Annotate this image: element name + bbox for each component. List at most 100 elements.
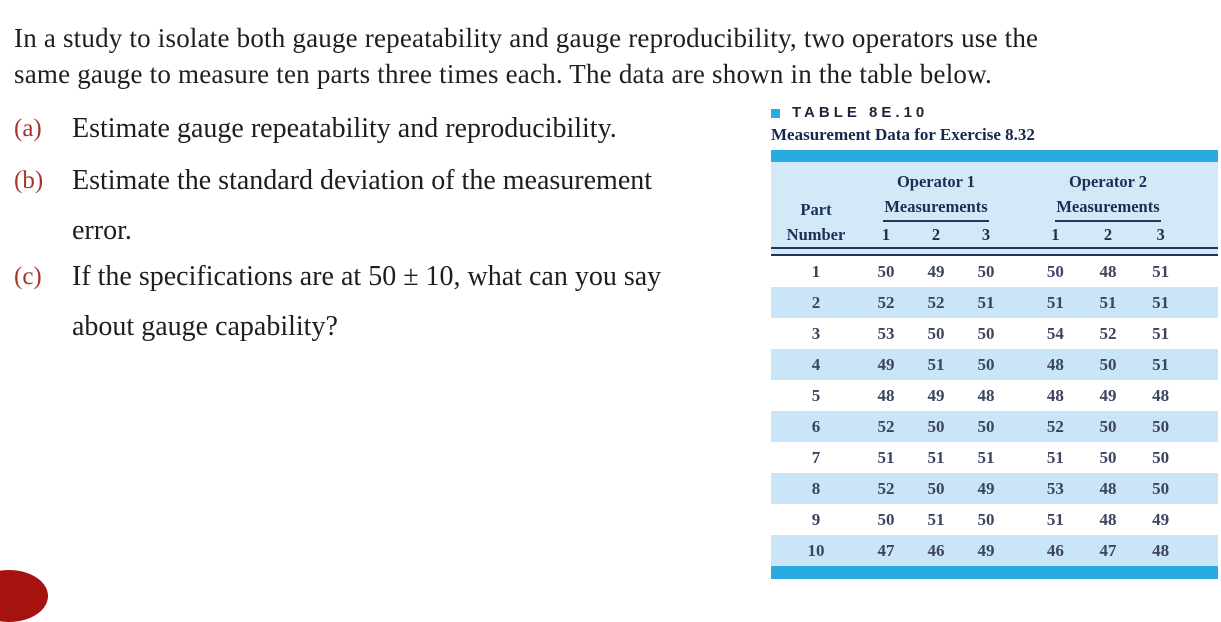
measurement-cell: 50 (977, 354, 995, 374)
part-number-cell: 10 (807, 540, 825, 560)
table-row: 2 52 52 51 51 51 51 (771, 287, 1218, 318)
part-number-cell: 2 (811, 292, 821, 312)
table-row: 1 50 49 50 50 48 51 (771, 256, 1218, 287)
table-row: 4 49 51 50 48 50 51 (771, 349, 1218, 380)
operator-2-cells: 51 50 50 (1029, 448, 1187, 468)
table-row: 5 48 49 48 48 49 48 (771, 380, 1218, 411)
measurement-cell: 49 (1152, 509, 1170, 529)
part-number-cell: 6 (811, 416, 821, 436)
operator-1-cells: 52 50 49 (861, 479, 1011, 499)
measurement-cell: 48 (1099, 509, 1117, 529)
measurement-cell: 52 (1099, 323, 1117, 343)
measurement-cell: 51 (977, 447, 995, 467)
operator-1-cells: 48 49 48 (861, 386, 1011, 406)
measurement-cell: 52 (927, 292, 945, 312)
measurement-cell: 50 (977, 509, 995, 529)
measurement-cell: 50 (1099, 447, 1117, 467)
measurement-cell: 50 (977, 416, 995, 436)
table-row: 8 52 50 49 53 48 50 (771, 473, 1218, 504)
measurement-cell: 50 (877, 509, 895, 529)
operator-1-subtitle: Measurements (883, 195, 989, 222)
red-circle-decoration (0, 570, 48, 622)
operator-1-cells: 52 50 50 (861, 417, 1011, 437)
part-number-cell: 8 (811, 478, 821, 498)
measurement-cell: 50 (927, 323, 945, 343)
measurement-cell: 52 (877, 292, 895, 312)
header-double-rule (771, 247, 1218, 256)
measurement-cell: 48 (877, 385, 895, 405)
question-c-text-line-1: If the specifications are at 50 ± 10, wh… (72, 261, 662, 292)
measurement-cell: 50 (1152, 447, 1170, 467)
question-a-text: Estimate gauge repeatability and reprodu… (72, 113, 617, 144)
operator-2-cells: 52 50 50 (1029, 417, 1187, 437)
part-number-cell: 5 (811, 385, 821, 405)
measurement-cell: 52 (1046, 416, 1064, 436)
table-label-row: TABLE 8E.10 (771, 104, 1218, 121)
operator-1-cells: 50 49 50 (861, 262, 1011, 282)
measurement-cell: 52 (877, 478, 895, 498)
measurement-cell: 49 (927, 385, 945, 405)
measurement-cell: 51 (927, 354, 945, 374)
operator-2-cells: 48 49 48 (1029, 386, 1187, 406)
measurement-cell: 50 (927, 416, 945, 436)
question-c: (c) If the specifications are at 50 ± 10… (14, 252, 661, 352)
measurement-table: TABLE 8E.10 Measurement Data for Exercis… (771, 104, 1218, 579)
question-a: (a) Estimate gauge repeatability and rep… (14, 104, 617, 154)
operator-1-title: Operator 1 (896, 172, 976, 191)
measurement-cell: 49 (1099, 385, 1117, 405)
measurement-cell: 51 (927, 509, 945, 529)
operator-2-cells: 51 48 49 (1029, 510, 1187, 530)
part-number-header: Part Number (771, 197, 861, 247)
table-row: 3 53 50 50 54 52 51 (771, 318, 1218, 349)
measurement-cell: 51 (877, 447, 895, 467)
operator-1-col-3: 3 (981, 225, 991, 244)
question-b-marker: (b) (14, 167, 44, 194)
measurement-cell: 50 (1099, 416, 1117, 436)
operator-2-cells: 50 48 51 (1029, 262, 1187, 282)
table-grid: Part Number Operator 1 Measurements 1 2 … (771, 150, 1218, 579)
operator-2-title: Operator 2 (1068, 172, 1148, 191)
measurement-cell: 48 (1152, 540, 1170, 560)
operator-1-cells: 52 52 51 (861, 293, 1011, 313)
part-number-cell: 4 (811, 354, 821, 374)
measurement-cell: 50 (877, 261, 895, 281)
table-top-bar (771, 150, 1218, 162)
measurement-cell: 49 (877, 354, 895, 374)
operator-1-col-2: 2 (931, 225, 941, 244)
operator-2-cells: 48 50 51 (1029, 355, 1187, 375)
operator-1-cells: 51 51 51 (861, 448, 1011, 468)
operator-1-column-numbers: 1 2 3 (861, 222, 1011, 247)
operator-2-cells: 53 48 50 (1029, 479, 1187, 499)
question-b: (b) Estimate the standard deviation of t… (14, 156, 652, 256)
square-bullet-icon (771, 109, 780, 118)
question-b-text-line-2: error. (72, 215, 132, 246)
measurement-cell: 51 (927, 447, 945, 467)
measurement-cell: 51 (1046, 447, 1064, 467)
question-b-text-line-1: Estimate the standard deviation of the m… (72, 165, 653, 196)
measurement-cell: 54 (1046, 323, 1064, 343)
table-caption: Measurement Data for Exercise 8.32 (771, 125, 1035, 144)
operator-2-subtitle: Measurements (1055, 195, 1161, 222)
measurement-cell: 50 (1099, 354, 1117, 374)
table-label: TABLE 8E.10 (792, 104, 929, 121)
operator-1-cells: 50 51 50 (861, 510, 1011, 530)
operator-2-col-2: 2 (1103, 225, 1113, 244)
measurement-cell: 53 (877, 323, 895, 343)
operator-2-header-group: Operator 2 Measurements 1 2 3 (1029, 169, 1187, 247)
operator-2-cells: 51 51 51 (1029, 293, 1187, 313)
measurement-cell: 48 (977, 385, 995, 405)
table-bottom-bar (771, 566, 1218, 579)
question-c-text-line-2: about gauge capability? (72, 311, 338, 342)
operator-2-column-numbers: 1 2 3 (1029, 222, 1187, 247)
part-header-line-1: Part (800, 200, 832, 219)
intro-paragraph: In a study to isolate both gauge repeata… (14, 20, 1038, 92)
measurement-cell: 47 (877, 540, 895, 560)
operator-2-cells: 46 47 48 (1029, 541, 1187, 561)
operator-1-cells: 49 51 50 (861, 355, 1011, 375)
operator-1-cells: 53 50 50 (861, 324, 1011, 344)
operator-2-cells: 54 52 51 (1029, 324, 1187, 344)
measurement-cell: 51 (977, 292, 995, 312)
part-number-cell: 9 (811, 509, 821, 529)
measurement-cell: 46 (1046, 540, 1064, 560)
measurement-cell: 51 (1046, 292, 1064, 312)
